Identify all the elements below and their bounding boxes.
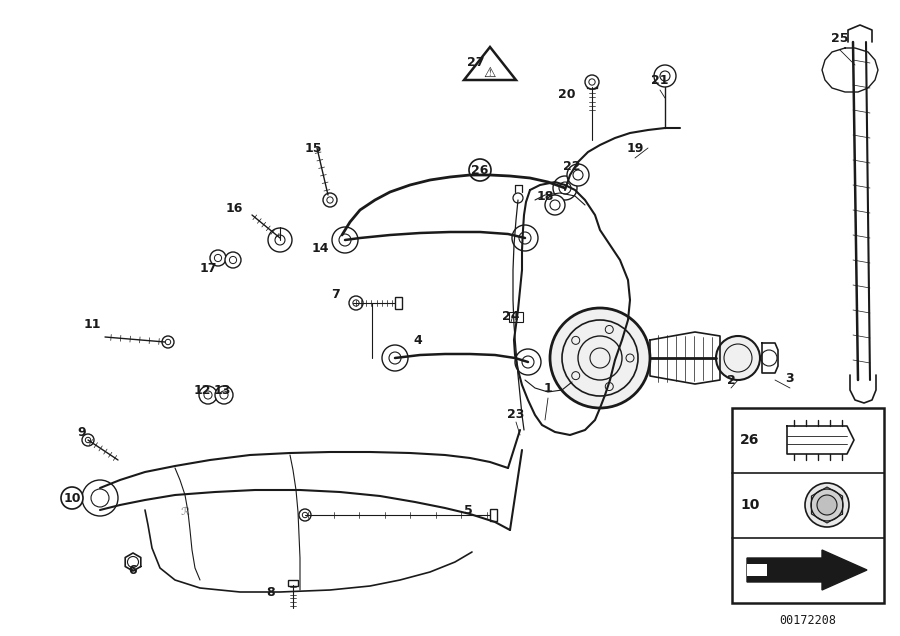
Text: 25: 25 bbox=[832, 32, 849, 45]
Bar bbox=[288, 580, 298, 586]
Circle shape bbox=[299, 509, 311, 521]
Text: 1: 1 bbox=[544, 382, 553, 394]
Circle shape bbox=[553, 176, 577, 200]
Text: 14: 14 bbox=[311, 242, 328, 254]
Text: ⚠: ⚠ bbox=[484, 66, 496, 80]
Text: 17: 17 bbox=[199, 261, 217, 275]
Bar bbox=[509, 312, 523, 322]
Text: ℛ: ℛ bbox=[181, 507, 189, 517]
Text: 11: 11 bbox=[83, 319, 101, 331]
Circle shape bbox=[382, 345, 408, 371]
Circle shape bbox=[349, 296, 363, 310]
Circle shape bbox=[545, 195, 565, 215]
Bar bbox=[732, 408, 884, 603]
Text: 19: 19 bbox=[626, 141, 644, 155]
Circle shape bbox=[811, 489, 843, 521]
Text: 27: 27 bbox=[467, 55, 485, 69]
Text: 22: 22 bbox=[563, 160, 580, 172]
Text: 6: 6 bbox=[129, 563, 138, 576]
Circle shape bbox=[82, 434, 94, 446]
Text: 5: 5 bbox=[464, 504, 472, 516]
Bar bbox=[395, 297, 402, 309]
Circle shape bbox=[162, 336, 174, 348]
Bar bbox=[587, 82, 597, 88]
Circle shape bbox=[550, 308, 650, 408]
Circle shape bbox=[654, 65, 676, 87]
Text: 8: 8 bbox=[266, 586, 275, 598]
Text: 10: 10 bbox=[741, 498, 760, 512]
Text: 4: 4 bbox=[414, 333, 422, 347]
Text: 2: 2 bbox=[726, 373, 735, 387]
Polygon shape bbox=[747, 564, 767, 576]
Text: 24: 24 bbox=[502, 310, 520, 322]
Text: 23: 23 bbox=[508, 408, 525, 422]
Text: 9: 9 bbox=[77, 427, 86, 439]
Text: 00172208: 00172208 bbox=[779, 614, 836, 628]
Circle shape bbox=[82, 480, 118, 516]
Text: 10: 10 bbox=[63, 492, 81, 504]
Text: 26: 26 bbox=[472, 163, 489, 177]
Circle shape bbox=[469, 159, 491, 181]
Bar bbox=[490, 509, 497, 521]
Circle shape bbox=[817, 495, 837, 515]
Circle shape bbox=[61, 487, 83, 509]
Text: 12: 12 bbox=[194, 384, 211, 396]
Circle shape bbox=[515, 349, 541, 375]
Circle shape bbox=[332, 227, 358, 253]
Circle shape bbox=[199, 386, 217, 404]
Circle shape bbox=[275, 233, 289, 247]
Circle shape bbox=[215, 386, 233, 404]
Text: 20: 20 bbox=[558, 88, 576, 102]
Circle shape bbox=[210, 250, 226, 266]
Text: 3: 3 bbox=[786, 371, 795, 385]
Circle shape bbox=[805, 483, 849, 527]
Circle shape bbox=[512, 225, 538, 251]
Circle shape bbox=[225, 252, 241, 268]
Text: 7: 7 bbox=[331, 289, 340, 301]
Circle shape bbox=[585, 75, 599, 89]
Text: 15: 15 bbox=[304, 141, 322, 155]
Circle shape bbox=[716, 336, 760, 380]
Text: 18: 18 bbox=[536, 190, 554, 202]
Text: 26: 26 bbox=[741, 433, 760, 447]
Text: 13: 13 bbox=[213, 384, 230, 396]
Polygon shape bbox=[747, 550, 867, 590]
Circle shape bbox=[567, 164, 589, 186]
Circle shape bbox=[323, 193, 337, 207]
Circle shape bbox=[268, 228, 292, 252]
Text: 21: 21 bbox=[652, 74, 669, 86]
Text: 16: 16 bbox=[225, 202, 243, 214]
Circle shape bbox=[761, 350, 777, 366]
